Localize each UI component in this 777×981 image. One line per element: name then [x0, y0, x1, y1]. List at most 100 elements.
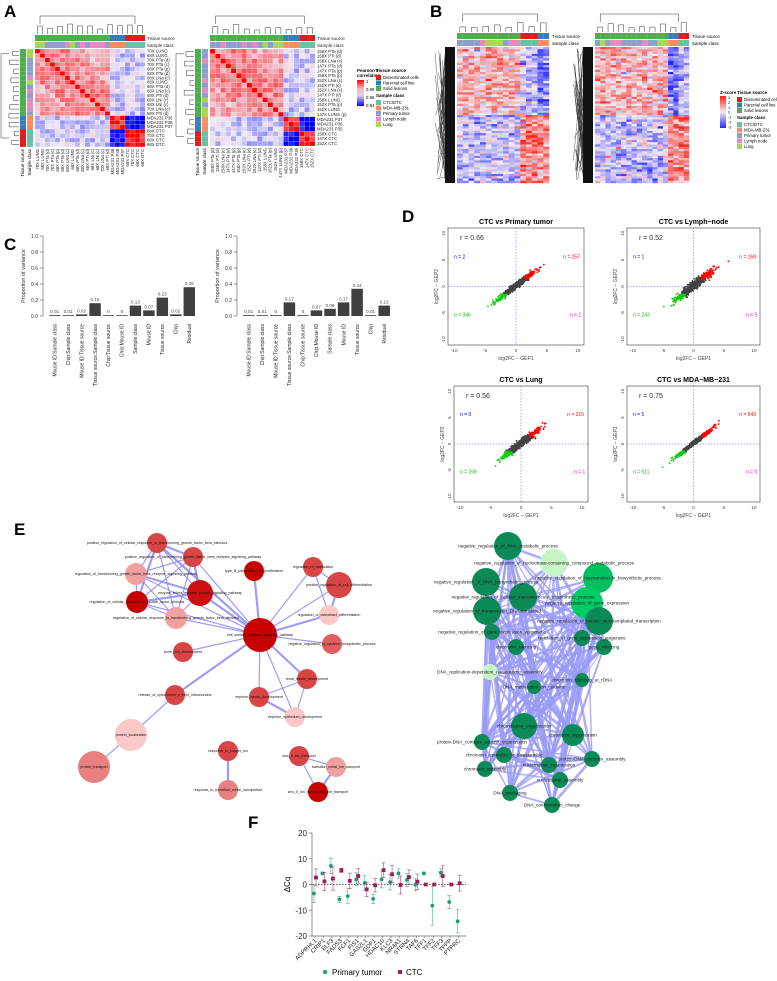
heatmap-cell	[662, 139, 669, 143]
heatmap-cell	[34, 53, 41, 58]
heatmap-cell	[462, 130, 469, 134]
heatmap-cell	[520, 81, 527, 84]
heatmap-cell	[462, 158, 469, 161]
heatmap-cell	[124, 80, 131, 85]
heatmap-cell	[457, 173, 463, 177]
heatmap-cell	[74, 142, 81, 147]
heatmap-cell	[631, 112, 637, 116]
heatmap-cell	[267, 53, 274, 59]
heatmap-cell	[246, 102, 253, 108]
heatmap-cell	[683, 87, 690, 91]
heatmap-cell	[615, 130, 622, 134]
heatmap-cell	[526, 85, 532, 88]
heatmap-cell	[230, 82, 237, 88]
heatmap-cell	[526, 135, 532, 138]
heatmap-cell	[225, 97, 232, 103]
heatmap-cell	[678, 169, 684, 172]
heatmap-cell	[480, 128, 486, 132]
heatmap-cell	[621, 162, 627, 166]
heatmap-cell	[299, 131, 305, 137]
heatmap-cell	[474, 94, 481, 98]
heatmap-cell	[79, 66, 86, 72]
heatmap-cell	[683, 110, 690, 113]
heatmap-cell	[89, 75, 96, 81]
heatmap-cell	[94, 129, 101, 134]
data-point	[504, 291, 507, 294]
heatmap-cell	[531, 99, 538, 102]
tissue-source-annotation	[605, 33, 611, 39]
heatmap-cell	[134, 80, 141, 85]
heatmap-cell	[124, 71, 131, 76]
heatmap-cell	[595, 94, 601, 98]
heatmap-cell	[64, 57, 71, 63]
dendrogram-branch	[37, 25, 43, 34]
heatmap-cell	[636, 146, 643, 150]
heatmap-cell	[678, 78, 684, 82]
heatmap-cell	[683, 69, 690, 73]
heatmap-cell	[74, 115, 81, 121]
sample-class-annotation	[595, 40, 601, 46]
heatmap-cell	[241, 107, 247, 113]
heatmap-cell	[119, 80, 126, 85]
heatmap-cell	[636, 135, 643, 138]
heatmap-cell	[626, 130, 632, 134]
heatmap-cell	[114, 48, 121, 54]
heatmap-cell	[537, 62, 544, 66]
heatmap-cell	[678, 115, 684, 118]
data-point	[675, 299, 678, 302]
legend-item-label: Primary tumor	[744, 133, 772, 138]
data-point	[695, 277, 698, 280]
heatmap-cell	[278, 126, 284, 132]
heatmap-cell	[615, 176, 622, 179]
heatmap-cell	[225, 126, 232, 132]
heatmap-cell	[543, 160, 550, 163]
heatmap-cell	[668, 96, 674, 100]
sample-class-annotation	[480, 40, 486, 46]
data-point	[505, 293, 508, 296]
heatmap-cell	[309, 58, 316, 64]
heatmap-cell	[480, 105, 486, 109]
heatmap-cell	[626, 110, 632, 113]
heatmap-cell	[636, 119, 643, 122]
heatmap-cell	[605, 78, 611, 82]
heatmap-cell	[647, 85, 653, 88]
heatmap-cell	[267, 102, 274, 108]
heatmap-cell	[69, 97, 76, 103]
heatmap-row-label: 68X PTa (d)	[147, 71, 170, 76]
heatmap-cell	[537, 180, 544, 184]
data-point	[687, 291, 690, 294]
heatmap-cell	[293, 78, 300, 84]
heatmap-cell	[642, 85, 648, 88]
heatmap-cell	[104, 48, 111, 54]
data-point	[525, 279, 528, 282]
heatmap-cell	[600, 83, 606, 86]
heatmap-cell	[44, 106, 51, 112]
heatmap-cell	[626, 76, 632, 79]
heatmap-cell	[642, 162, 648, 166]
heatmap-cell	[662, 76, 669, 79]
tissue-source-annotation	[20, 57, 26, 63]
heatmap-cell	[526, 173, 532, 177]
heatmap-cell	[480, 47, 486, 50]
heatmap-cell	[309, 141, 316, 147]
heatmap-cell	[662, 90, 669, 93]
heatmap-cell	[636, 160, 643, 163]
heatmap-cell	[657, 155, 664, 159]
heatmap-cell	[543, 101, 550, 104]
heatmap-cell	[508, 144, 515, 147]
data-point	[530, 275, 533, 277]
data-point	[684, 293, 687, 296]
heatmap-cell	[531, 87, 538, 91]
heatmap-cell	[59, 66, 66, 72]
heatmap-cell	[480, 101, 486, 104]
heatmap-cell	[293, 48, 300, 54]
data-point	[684, 289, 687, 291]
heatmap-cell	[215, 116, 221, 122]
heatmap-cell	[124, 93, 131, 99]
heatmap-cell	[657, 133, 664, 136]
y-tick-label: 0.4	[225, 282, 232, 288]
data-point	[536, 271, 539, 274]
heatmap-cell	[508, 90, 515, 93]
heatmap-cell	[485, 49, 492, 52]
heatmap-cell	[595, 69, 601, 73]
